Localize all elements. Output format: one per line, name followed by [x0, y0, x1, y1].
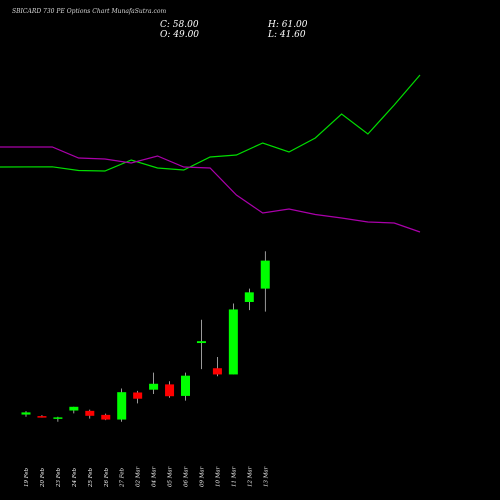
candle-body: [117, 392, 127, 420]
candle-body: [37, 416, 47, 418]
x-tick-label: 11 Mar: [231, 466, 237, 487]
x-tick-label: 04 Mar: [152, 466, 158, 487]
candle-body: [133, 392, 143, 399]
candle-body: [196, 341, 206, 344]
high-value: H: 61.00: [268, 20, 308, 30]
candle-body: [228, 309, 238, 375]
x-tick-label: 06 Mar: [184, 466, 190, 487]
candle-body: [69, 406, 79, 411]
x-tick-label: 12 Mar: [247, 466, 253, 487]
x-tick-label: 27 Feb: [120, 467, 126, 488]
x-tick-label: 10 Mar: [215, 466, 221, 487]
open-value: O: 49.00: [160, 30, 200, 40]
x-tick-label: 25 Feb: [88, 467, 94, 488]
overlay-line-green: [0, 74, 421, 172]
x-tick-label: 13 Mar: [263, 466, 269, 487]
candle-body: [165, 384, 175, 397]
x-tick-label: 20 Feb: [40, 467, 46, 488]
x-tick-label: 05 Mar: [168, 466, 174, 487]
close-value: C: 58.00: [160, 20, 199, 30]
candle-body: [244, 292, 254, 302]
candle-body: [212, 368, 222, 375]
x-tick-label: 23 Feb: [56, 467, 62, 488]
x-tick-label: 24 Feb: [72, 467, 78, 488]
overlay-line-purple: [0, 146, 421, 233]
x-tick-label: 19 Feb: [24, 467, 30, 487]
chart-title: SBICARD 730 PE Options Chart MunafaSutra…: [12, 8, 167, 15]
candle-body: [260, 260, 270, 289]
candle-body: [85, 410, 95, 416]
x-tick-label: 02 Mar: [136, 466, 142, 487]
candle-body: [181, 375, 190, 396]
x-tick-label: 09 Mar: [199, 466, 205, 487]
candle-body: [53, 417, 63, 419]
candle-body: [101, 414, 111, 420]
low-value: L: 41.60: [268, 30, 306, 40]
x-tick-label: 26 Feb: [104, 467, 110, 488]
candle-body: [149, 383, 159, 390]
candle-body: [21, 412, 31, 415]
